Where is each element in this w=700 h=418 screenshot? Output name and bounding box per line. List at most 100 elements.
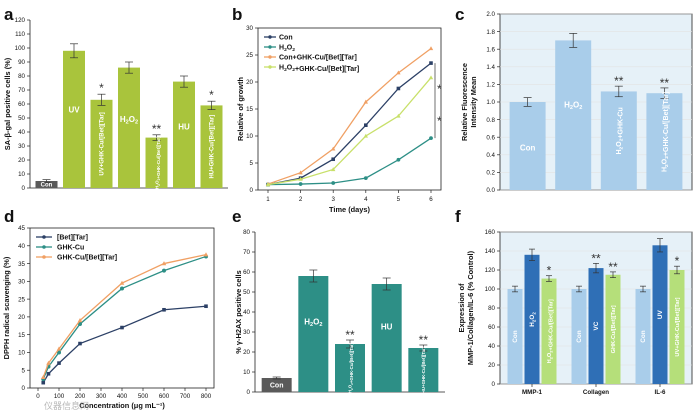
data-point [41, 380, 46, 385]
legend-marker [268, 45, 272, 49]
bar-label: HU+GHK-Cu/[Bet][Tar] [210, 115, 216, 179]
bar-label: H2O2+GHK-Cu/[Bet][Tar] [661, 92, 670, 172]
x-tick-label: 0 [36, 393, 40, 400]
y-tick-label: 1.4 [486, 64, 495, 71]
y-axis-label: DPPH radical scavenging (%) [2, 256, 11, 359]
y-tick-label: 50 [18, 115, 25, 122]
data-point [57, 361, 61, 365]
significance-mark: ** [152, 122, 162, 136]
y-tick-label: 40 [243, 309, 250, 316]
significance-mark: ** [591, 251, 601, 265]
series-line-2 [42, 255, 207, 380]
bar-2 [298, 276, 329, 392]
y-tick-label: 1.2 [486, 82, 495, 89]
bar-3 [335, 344, 365, 392]
x-tick-label: Collagen [583, 389, 609, 396]
data-point [331, 181, 336, 185]
y-tick-label: 40 [488, 343, 495, 350]
series-line-3 [42, 254, 207, 378]
data-point [119, 280, 125, 285]
data-point [363, 176, 368, 181]
x-tick-label: IL-6 [654, 389, 666, 396]
x-tick-label: 300 [96, 393, 107, 400]
significance-mark: ** [660, 76, 670, 90]
x-tick-label: 1 [266, 196, 270, 203]
y-tick-label: 10 [18, 171, 25, 178]
y-axis-label: Relative of growth [236, 76, 245, 141]
data-point [331, 167, 336, 172]
y-tick-label: 0 [247, 389, 251, 396]
data-point [429, 136, 433, 141]
panel-letter: e [232, 207, 241, 226]
y-tick-label: 120 [485, 267, 496, 274]
panel-b: b 0 5 10 15 20 25 30 Relative of growth 1 2 3 4 5 6 Tim… [232, 5, 442, 214]
bar-IL-6-3 [669, 270, 685, 384]
data-point [396, 70, 401, 75]
series-line-3 [267, 47, 432, 185]
x-tick-label: 200 [75, 393, 86, 400]
y-tick-label: 1.6 [486, 46, 495, 53]
bar-2 [555, 40, 592, 191]
y-axis-label: SA-β-gal positive cells (%) [3, 57, 12, 150]
data-point [298, 182, 303, 186]
legend-marker [268, 65, 272, 69]
y-tick-label: 15 [246, 106, 253, 113]
panel-d: d 0 5 10 15 20 25 30 35 40 45 DPPH radical scavengi… [2, 207, 215, 410]
y-tick-label: 100 [15, 45, 26, 52]
bar-4 [371, 284, 402, 392]
y-tick-label: 0.2 [486, 170, 495, 177]
data-point [78, 322, 82, 326]
bar-label: Con [640, 330, 647, 343]
bar-5 [408, 348, 439, 392]
significance-mark: * [675, 254, 680, 268]
legend-marker [268, 35, 272, 39]
y-tick-label: 60 [243, 269, 250, 276]
significance-mark: ** [614, 74, 624, 88]
significance-mark: ** [419, 333, 429, 347]
y-axis-label: Expression ofMMP-1/Collagen/IL-6 (% Cont… [457, 250, 475, 365]
x-tick-label: 400 [117, 393, 128, 400]
data-point [120, 325, 124, 330]
x-tick-label: MMP-1 [522, 389, 542, 396]
data-point [203, 252, 209, 257]
panel-a: a 0 10 20 30 40 50 60 70 80 90 100 110 120 SA-β-gal po… [3, 5, 228, 192]
bar-label: Con [41, 183, 53, 189]
data-point [57, 350, 61, 355]
x-tick-label: 600 [159, 393, 170, 400]
y-tick-label: 5 [22, 367, 26, 374]
bar-label: UV+GHK-Cu/[Bet][Tar] [675, 297, 681, 356]
y-tick-label: 120 [15, 17, 26, 24]
x-tick-label: 4 [364, 196, 368, 203]
significance-mark: ** [608, 260, 618, 274]
bar-label: HU [178, 122, 190, 131]
bar-label: HU+GHK-Cu/[Bet][Tar] [421, 346, 426, 393]
data-point [298, 176, 303, 181]
significance-mark: * [209, 88, 214, 102]
bar-Collagen-2 [588, 268, 604, 384]
data-point [78, 341, 82, 346]
data-point [161, 261, 167, 266]
bar-5 [145, 137, 168, 188]
significance-mark: * [437, 114, 442, 128]
bar-label: H2O2 [564, 101, 582, 112]
y-tick-label: 50 [243, 289, 250, 296]
legend-marker [42, 255, 46, 259]
bar-7 [200, 105, 223, 188]
y-tick-label: 30 [246, 25, 253, 32]
data-point [162, 268, 166, 273]
y-tick-label: 45 [18, 225, 25, 232]
y-tick-label: 70 [243, 249, 250, 256]
bar-label: UV [68, 106, 80, 115]
y-tick-label: 30 [18, 143, 25, 150]
data-point [396, 86, 401, 91]
y-tick-label: 0 [492, 381, 496, 388]
bar-4 [118, 67, 140, 188]
data-point [396, 113, 401, 118]
series-line-4 [267, 77, 432, 186]
y-tick-label: 30 [243, 329, 250, 336]
bar-label: H2O2 [120, 115, 138, 126]
y-tick-label: 0 [22, 385, 26, 392]
bar-Collagen-1 [571, 289, 587, 384]
y-tick-label: 110 [15, 31, 25, 38]
